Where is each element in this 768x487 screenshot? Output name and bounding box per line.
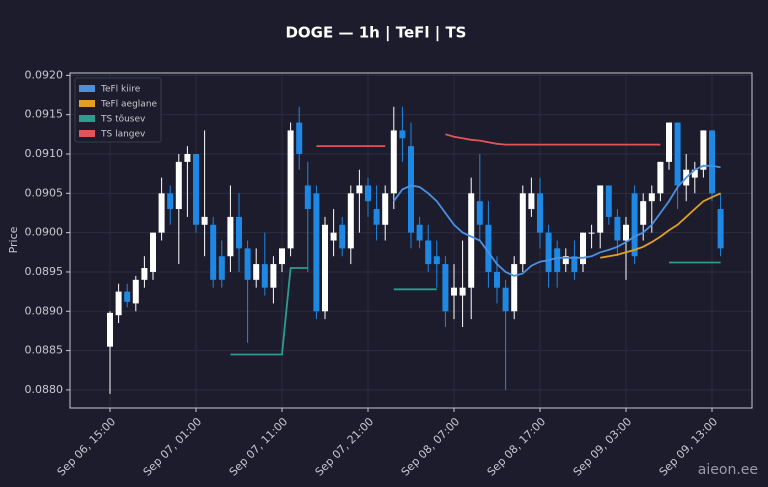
candle-body	[339, 224, 346, 249]
candle-body	[330, 232, 337, 241]
legend-swatch	[79, 130, 95, 137]
y-tick-label: 0.0920	[25, 68, 64, 81]
legend-swatch	[79, 85, 95, 92]
candle-body	[519, 193, 526, 265]
candle-body	[261, 264, 268, 288]
candle-body	[373, 209, 380, 225]
candle-body	[709, 130, 715, 194]
candle-body	[666, 122, 672, 162]
candle-body	[287, 130, 294, 249]
chart-title: DOGE — 1h | TeFl | TS	[285, 24, 466, 43]
candle-body	[107, 312, 113, 347]
legend-swatch	[79, 115, 95, 122]
candle-body	[605, 185, 612, 217]
y-tick-label: 0.0890	[25, 304, 64, 317]
candle-body	[528, 193, 535, 210]
y-tick-label: 0.0910	[25, 147, 64, 160]
candle-body	[115, 291, 122, 316]
y-tick-label: 0.0900	[25, 226, 64, 239]
y-tick-label: 0.0885	[25, 344, 64, 357]
candle-body	[313, 193, 320, 312]
candle-body	[597, 185, 604, 233]
candle-body	[296, 122, 303, 154]
candle-body	[356, 185, 363, 194]
candle-body	[365, 185, 371, 202]
watermark: aieon.ee	[698, 462, 758, 478]
legend-label: TS tõusev	[100, 115, 146, 125]
candle-body	[691, 169, 698, 178]
candle-body	[253, 264, 260, 280]
candle-body	[193, 153, 199, 225]
candle-body	[545, 232, 552, 272]
legend-box	[74, 77, 162, 143]
candle-body	[322, 224, 328, 312]
candle-body	[485, 224, 492, 272]
candle-body	[390, 130, 397, 194]
candle-body	[537, 193, 543, 233]
candle-body	[408, 146, 414, 233]
candle-body	[150, 232, 156, 272]
candle-body	[416, 224, 423, 241]
legend-label: TS langev	[100, 130, 146, 140]
candle-body	[562, 256, 569, 265]
candle-body	[502, 287, 509, 312]
y-tick-label: 0.0905	[25, 186, 64, 199]
candle-body	[588, 232, 595, 234]
candle-body	[175, 161, 182, 210]
candle-body	[631, 193, 638, 257]
indicator-line	[230, 261, 721, 356]
y-tick-label: 0.0915	[25, 108, 64, 121]
candle-body	[580, 232, 586, 265]
candle-body	[141, 268, 148, 280]
candle-body	[494, 271, 500, 288]
candle-body	[124, 291, 131, 302]
candle-body	[218, 256, 225, 280]
candle-body	[674, 122, 681, 186]
candle-body	[270, 264, 277, 288]
legend-label: TeFl kiire	[100, 85, 141, 95]
candle-body	[468, 193, 475, 288]
candle-body	[657, 161, 664, 194]
candle-body	[184, 153, 191, 162]
y-tick-label: 0.0880	[25, 383, 64, 396]
candle-body	[279, 248, 285, 265]
candle-body	[614, 216, 621, 241]
candle-body	[433, 256, 440, 265]
legend-swatch	[79, 100, 95, 107]
candle-body	[717, 209, 724, 249]
indicator-line	[393, 164, 721, 277]
candle-body	[210, 224, 217, 280]
candle-body	[648, 193, 655, 202]
plot-frame	[69, 72, 753, 409]
candle-body	[459, 287, 466, 296]
candle-body	[382, 193, 389, 225]
candle-body	[167, 193, 174, 210]
candle-body	[571, 256, 578, 272]
candle-body	[442, 264, 449, 312]
candle-body	[304, 185, 311, 210]
candle-body	[425, 240, 432, 265]
candle-body	[476, 201, 483, 225]
candle-body	[158, 193, 165, 233]
candle-body	[132, 279, 139, 304]
candle-body	[236, 216, 242, 249]
candle-body	[451, 287, 457, 296]
y-axis-label: Price	[7, 226, 20, 253]
candle-body	[623, 224, 629, 241]
candle-body	[554, 248, 561, 272]
legend-label: TeFl aeglane	[100, 100, 158, 110]
indicator-line	[316, 133, 661, 147]
candle-body	[700, 130, 707, 170]
candle-body	[640, 201, 647, 225]
candle-body	[511, 264, 518, 312]
indicator-line	[600, 192, 721, 259]
y-tick-label: 0.0895	[25, 265, 64, 278]
candle-body	[227, 216, 234, 257]
candle-body	[201, 216, 208, 225]
candle-body	[347, 193, 354, 249]
candle-body	[399, 130, 406, 139]
candle-body	[244, 248, 251, 280]
